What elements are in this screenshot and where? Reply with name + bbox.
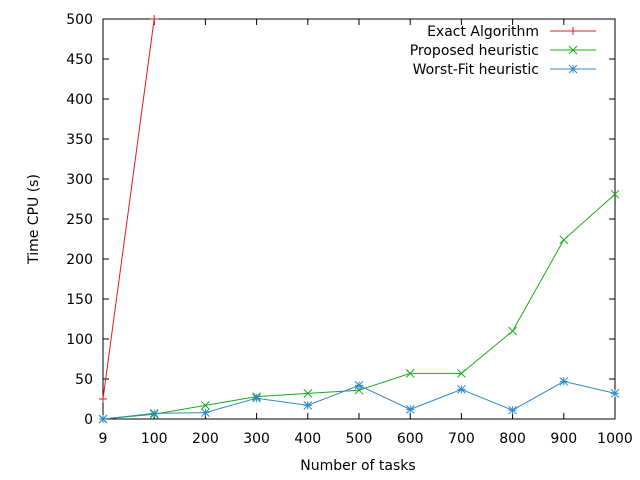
data-point xyxy=(98,414,108,424)
y-tick-label: 100 xyxy=(66,332,93,348)
y-tick-label: 450 xyxy=(66,52,93,68)
legend-label: Exact Algorithm xyxy=(427,24,539,40)
y-axis-label: Time CPU (s) xyxy=(26,174,42,265)
x-tick-label: 300 xyxy=(243,431,270,447)
data-point xyxy=(99,395,107,403)
data-point xyxy=(150,15,159,23)
x-tick-label: 200 xyxy=(192,431,219,447)
x-tick-label: 600 xyxy=(397,431,424,447)
data-point xyxy=(303,389,313,398)
plot-frame xyxy=(102,18,616,420)
y-tick-label: 400 xyxy=(66,92,93,108)
series-group xyxy=(98,15,620,424)
y-tick-label: 150 xyxy=(66,292,93,308)
y-tick-label: 300 xyxy=(66,172,93,188)
data-point xyxy=(405,405,415,414)
data-point xyxy=(149,409,159,418)
data-point xyxy=(569,27,577,35)
x-tick-label: 700 xyxy=(448,431,475,447)
y-tick-label: 250 xyxy=(66,212,93,228)
data-point xyxy=(457,385,466,394)
y-tick-label: 350 xyxy=(66,132,93,148)
legend: Exact Algorithm Proposed heuristic Worst-F… xyxy=(410,24,596,78)
series-line-0 xyxy=(102,18,155,400)
data-point xyxy=(252,393,261,403)
x-tick-label: 500 xyxy=(346,431,373,447)
data-point xyxy=(559,235,569,245)
data-point xyxy=(508,326,517,336)
data-point xyxy=(508,405,517,415)
y-tick-label: 200 xyxy=(66,252,93,268)
axis-ticks: 9 100 200 300 400 500 600 700 800 900 1000 0 50 100 15… xyxy=(66,12,633,447)
x-tick-label: 1000 xyxy=(597,431,633,447)
x-tick-label: 400 xyxy=(294,431,321,447)
data-point xyxy=(405,369,415,378)
data-point xyxy=(303,401,313,410)
legend-label: Proposed heuristic xyxy=(410,43,539,59)
y-tick-label: 0 xyxy=(84,412,93,428)
data-point xyxy=(457,369,466,378)
y-tick-label: 50 xyxy=(75,372,93,388)
data-point xyxy=(201,401,210,410)
x-tick-label: 9 xyxy=(99,431,108,447)
x-axis-label: Number of tasks xyxy=(300,458,415,474)
x-tick-label: 900 xyxy=(550,431,577,447)
data-point xyxy=(610,389,620,398)
data-point xyxy=(354,381,364,390)
data-point xyxy=(559,377,569,386)
data-point xyxy=(568,64,578,74)
data-point xyxy=(201,408,210,417)
data-point xyxy=(610,189,620,199)
data-point xyxy=(568,45,578,55)
x-tick-label: 100 xyxy=(141,431,168,447)
y-tick-label: 500 xyxy=(66,12,93,28)
x-tick-label: 800 xyxy=(499,431,526,447)
legend-label: Worst-Fit heuristic xyxy=(413,62,539,78)
